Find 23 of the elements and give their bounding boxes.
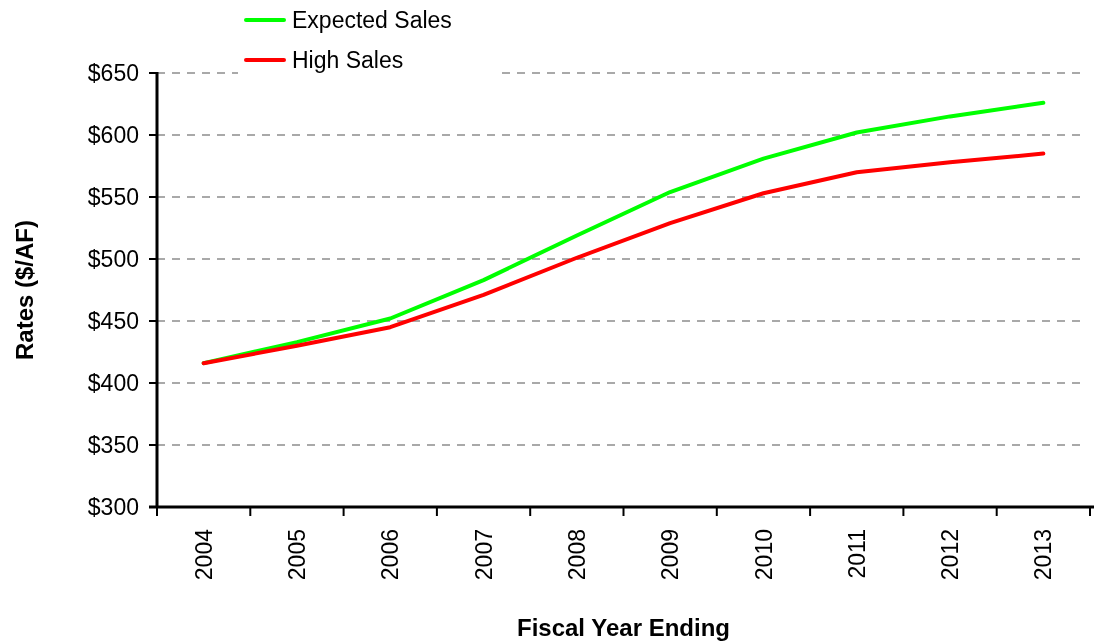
y-tick-label: $350 <box>87 432 139 459</box>
x-tick-label: 2008 <box>563 529 590 581</box>
y-tick-label: $650 <box>87 60 139 87</box>
y-tick-label: $500 <box>87 246 139 273</box>
x-tick-label: 2005 <box>284 529 310 581</box>
x-axis-title: Fiscal Year Ending <box>517 614 730 642</box>
x-tick-label: 2004 <box>190 528 217 581</box>
line-series <box>201 151 1046 366</box>
y-tick-label: $300 <box>87 494 139 521</box>
x-tick-label: 2007 <box>470 529 497 581</box>
x-tick-label: 2006 <box>377 529 404 581</box>
x-tick-label: 2012 <box>937 529 964 581</box>
legend-label: Expected Sales <box>292 7 452 34</box>
y-tick-label: $600 <box>87 122 139 149</box>
legend-label: High Sales <box>292 47 404 74</box>
y-tick-label: $550 <box>87 184 139 211</box>
x-tick-label: 2009 <box>657 529 684 581</box>
x-tick-label: 2010 <box>750 529 777 581</box>
x-tick-label: 2013 <box>1030 529 1057 581</box>
y-tick-label: $400 <box>87 370 139 397</box>
y-axis-title: Rates ($/AF) <box>11 219 39 361</box>
x-tick-label: 2011 <box>843 529 870 579</box>
y-tick-label: $450 <box>87 308 139 335</box>
